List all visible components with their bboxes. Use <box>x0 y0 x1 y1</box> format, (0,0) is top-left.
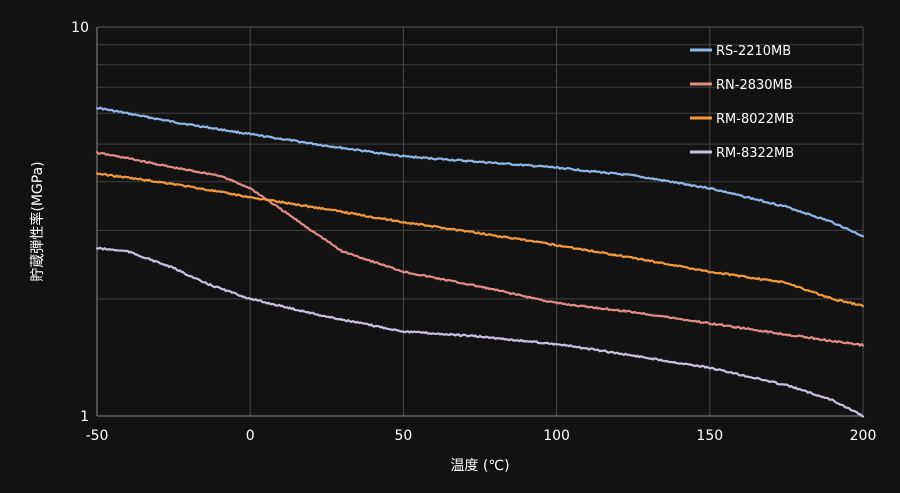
legend-label: RS-2210MB <box>716 44 791 59</box>
series-line-rs-2210mb <box>95 106 865 238</box>
x-tick-label: 50 <box>394 428 412 444</box>
axes: -50 0 50 100 150 200 1 10 <box>71 20 876 444</box>
y-tick-label: 1 <box>80 409 89 425</box>
legend: RS-2210MB RN-2830MB RM-8022MB RM-8322MB <box>690 44 794 161</box>
legend-label: RM-8322MB <box>716 146 794 161</box>
legend-label: RM-8022MB <box>716 112 794 127</box>
x-axis-title: 温度 (℃) <box>450 458 509 474</box>
legend-label: RN-2830MB <box>716 78 793 93</box>
x-tick-label: 0 <box>246 428 255 444</box>
x-tick-label: 150 <box>696 428 723 444</box>
series-line-rm-8022mb <box>95 172 865 308</box>
y-tick-label: 10 <box>71 20 89 36</box>
series-line-rm-8322mb <box>95 246 865 418</box>
series-lines <box>95 106 865 418</box>
grid <box>96 26 864 417</box>
y-axis-title: 貯蔵弾性率(MGPa) <box>29 161 46 281</box>
x-tick-label: 100 <box>543 428 570 444</box>
x-tick-label: 200 <box>850 428 877 444</box>
series-line-rn-2830mb <box>95 151 865 347</box>
x-tick-label: -50 <box>86 428 109 444</box>
